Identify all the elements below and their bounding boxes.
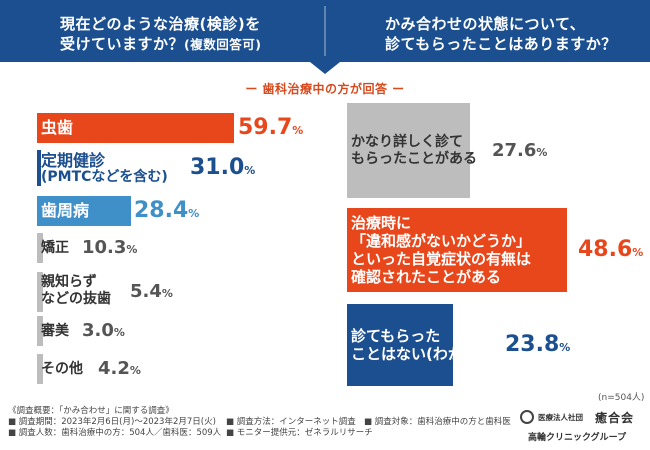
survey-monitor: ■ モニター提供元：ゼネラルリサーチ	[226, 428, 373, 438]
left-bar-label-line1: 歯周病	[41, 201, 90, 220]
right-question: かみ合わせの状態について、 診てもらったことはありますか？	[385, 14, 645, 54]
survey-title: 《調査概要：「かみ合わせ」に関する調査》	[8, 406, 174, 416]
left-bar-value-2: 31.0%	[190, 155, 255, 180]
left-bar-label-line2: (PMTCなどを含む)	[41, 169, 168, 185]
left-bar-label-line1: 親知らず	[41, 274, 97, 290]
left-bar-1	[37, 113, 234, 143]
left-question: 現在どのような治療(検診)を 受けていますか？(複数回答可)	[60, 14, 330, 55]
left-bar-2	[37, 150, 140, 186]
left-bar-value-unit: %	[113, 326, 125, 339]
left-bar-label-3: 歯周病	[41, 196, 89, 226]
right-question-line2: 診てもらったことはありますか？	[385, 35, 617, 53]
left-bar-value-unit: %	[244, 164, 256, 177]
right-bar-label-2: 治療時に 「違和感がないかどうか」 といった自覚症状の有無は 確認されたことがある	[351, 214, 531, 286]
left-bar-3	[37, 196, 131, 226]
logo-org-name: 癒合会	[595, 411, 635, 425]
sample-size-note: (n=504人)	[598, 393, 645, 403]
left-bar-4	[37, 233, 43, 263]
right-bar-label-line1: 診てもらった	[351, 327, 441, 345]
right-bar-1	[347, 103, 470, 198]
right-bar-value-number: 23.8	[505, 332, 560, 357]
survey-period: ■ 調査期間：2023年2月6日(月)〜2023年2月7日(火)	[8, 417, 216, 427]
left-bar-value-number: 31.0	[190, 155, 245, 180]
right-bar-value-3: 23.8%	[505, 332, 570, 357]
left-bar-label-5: 親知らず などの抜歯	[41, 274, 111, 308]
left-bar-value-unit: %	[126, 243, 138, 256]
left-bar-value-number: 59.7	[238, 115, 293, 140]
header-background	[0, 0, 650, 74]
left-bar-label-line1: その他	[41, 361, 83, 377]
left-question-line2: 受けていますか？	[60, 35, 185, 53]
left-bar-label-line1: 矯正	[41, 240, 69, 256]
left-bar-value-unit: %	[292, 124, 304, 137]
left-bar-5	[37, 272, 43, 312]
left-bar-value-number: 3.0	[82, 320, 114, 341]
left-bar-value-number: 4.2	[98, 358, 130, 379]
left-bar-value-unit: %	[161, 287, 173, 300]
right-bar-label-line3: といった自覚症状の有無は	[351, 250, 532, 268]
right-bar-label-line2: もらったことがある	[351, 150, 477, 167]
right-bar-value-2: 48.6%	[578, 237, 643, 262]
right-bar-value-unit: %	[559, 341, 571, 354]
right-bar-value-1: 27.6%	[492, 140, 547, 161]
left-bar-label-7: その他	[41, 354, 83, 384]
right-bar-value-number: 48.6	[578, 237, 633, 262]
left-bar-label-line1: 定期健診	[41, 151, 106, 170]
left-bar-value-1: 59.7%	[238, 115, 303, 140]
left-bar-label-4: 矯正	[41, 233, 69, 263]
left-bar-value-number: 28.4	[134, 198, 189, 223]
survey-method: ■ 調査方法：インターネット調査	[226, 417, 356, 427]
right-bar-label-line1: 治療時に	[351, 214, 412, 232]
left-bar-label-1: 虫歯	[41, 113, 73, 143]
right-question-line1: かみ合わせの状態について、	[385, 15, 586, 33]
right-bar-label-line2: 「違和感がないかどうか」	[351, 232, 532, 250]
survey-target: ■ 調査対象：歯科治療中の方と歯科医	[364, 417, 511, 427]
left-bar-value-5: 5.4%	[130, 281, 173, 302]
left-bar-value-7: 4.2%	[98, 358, 141, 379]
subtitle: ー 歯科治療中の方が回答 ー	[245, 82, 405, 96]
logo-group-name: 高輪クリニックグループ	[528, 433, 627, 443]
left-bar-6	[37, 316, 43, 346]
right-bar-value-unit: %	[536, 145, 548, 159]
header-banner: 現在どのような治療(検診)を 受けていますか？(複数回答可) かみ合わせの状態に…	[0, 0, 650, 80]
left-question-note: (複数回答可)	[184, 37, 262, 52]
left-bar-value-3: 28.4%	[134, 198, 199, 223]
right-bar-label-line2: ことはない(わからない)	[351, 345, 515, 363]
left-bar-value-unit: %	[129, 364, 141, 377]
left-bar-value-number: 5.4	[130, 281, 162, 302]
right-bar-value-unit: %	[632, 246, 644, 259]
clinic-logo: 医療法人社団 癒合会 高輪クリニックグループ	[520, 410, 645, 444]
right-bar-label-line1: かなり詳しく診て	[351, 133, 463, 150]
right-bar-label-1: かなり詳しく診て もらったことがある	[351, 134, 477, 168]
left-bar-value-4: 10.3%	[82, 237, 137, 258]
left-bar-2-accent	[37, 150, 41, 186]
right-bar-label-3: 診てもらった ことはない(わからない)	[351, 327, 515, 363]
survey-people: ■ 調査人数：歯科治療中の方：504人／歯科医：509人	[8, 428, 222, 438]
left-bar-value-number: 10.3	[82, 237, 127, 258]
left-bar-label-line1: 審美	[41, 323, 69, 339]
right-bar-value-number: 27.6	[492, 139, 537, 161]
right-bar-label-line4: 確認されたことがある	[351, 268, 502, 286]
logo-org-type: 医療法人社団	[538, 413, 583, 422]
left-bar-label-6: 審美	[41, 316, 69, 346]
left-bar-label-2: 定期健診 (PMTCなどを含む)	[41, 152, 168, 186]
right-bar-3	[347, 304, 453, 386]
left-bar-label-line1: 虫歯	[41, 118, 74, 137]
logo-mark-icon	[520, 410, 534, 424]
left-bar-label-line2: などの抜歯	[41, 291, 111, 307]
left-question-line1: 現在どのような治療(検診)を	[60, 15, 261, 33]
left-bar-value-6: 3.0%	[82, 320, 125, 341]
left-bar-value-unit: %	[188, 207, 200, 220]
right-bar-2	[347, 208, 567, 292]
left-bar-7	[37, 354, 43, 384]
